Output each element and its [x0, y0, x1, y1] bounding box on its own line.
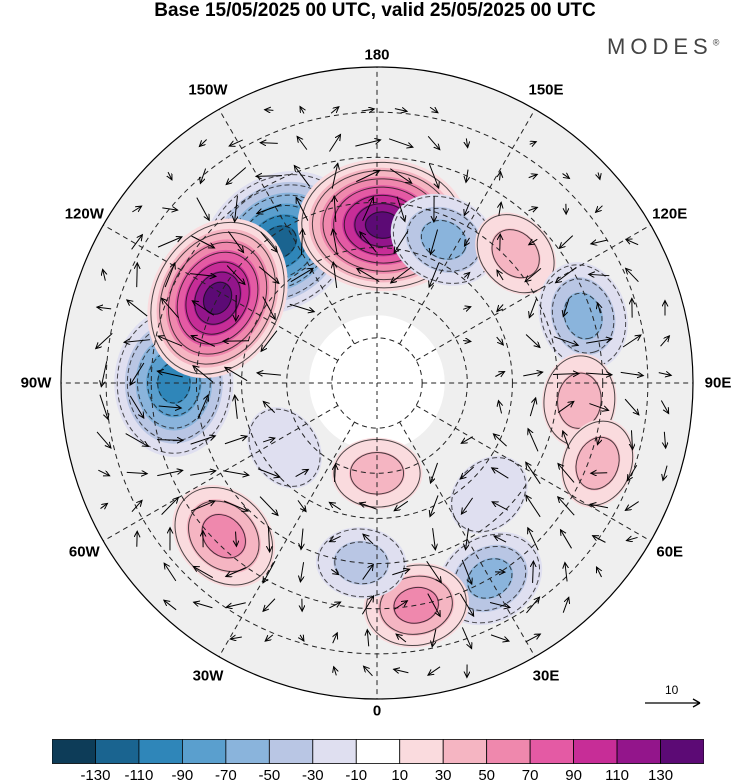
colorbar-tick-label: -90 [172, 767, 194, 784]
brand-mark: ® [713, 38, 720, 48]
colorbar-bin [52, 740, 95, 764]
colorbar-bin [617, 740, 660, 764]
colorbar-bin [313, 740, 356, 764]
colorbar-bin [182, 740, 225, 764]
longitude-label: 60W [69, 544, 100, 561]
longitude-label: 90W [21, 375, 52, 392]
colorbar-bin [95, 740, 138, 764]
colorbar-tick-label: -50 [258, 767, 280, 784]
colorbar [52, 739, 704, 764]
brand-text: MODES [607, 34, 713, 59]
colorbar-bin [487, 740, 530, 764]
colorbar-tick-label: -30 [302, 767, 324, 784]
polar-map [0, 0, 750, 735]
colorbar-tick-label: 90 [565, 767, 582, 784]
colorbar-bin [356, 740, 399, 764]
colorbar-bin [443, 740, 486, 764]
longitude-label: 180 [364, 47, 389, 64]
colorbar-tick-label: 50 [478, 767, 495, 784]
longitude-label: 120W [65, 206, 104, 223]
colorbar-tick-label: 110 [605, 767, 629, 784]
colorbar-tick-label: 30 [435, 767, 452, 784]
longitude-label: 30E [533, 667, 560, 684]
colorbar-bin [269, 740, 312, 764]
colorbar-bin [400, 740, 443, 764]
colorbar-tick-label: -10 [345, 767, 367, 784]
colorbar-tick-label: 10 [391, 767, 408, 784]
colorbar-tick-label: -130 [80, 767, 110, 784]
map-title: Base 15/05/2025 00 UTC, valid 25/05/2025… [0, 0, 750, 22]
colorbar-bin [574, 740, 617, 764]
colorbar-tick-label: 130 [648, 767, 673, 784]
longitude-label: 90E [705, 375, 732, 392]
longitude-label: 120E [652, 206, 687, 223]
colorbar-tick-label: 70 [522, 767, 539, 784]
colorbar-tick-label: -70 [215, 767, 237, 784]
colorbar-bin [530, 740, 573, 764]
reference-vector-label: 10 [665, 683, 678, 697]
longitude-label: 60E [656, 544, 683, 561]
colorbar-bin [226, 740, 269, 764]
colorbar-bin [139, 740, 182, 764]
colorbar-bin [661, 740, 704, 764]
longitude-label: 0 [373, 703, 381, 720]
colorbar-tick-label: -110 [124, 767, 153, 784]
longitude-label: 30W [193, 667, 224, 684]
longitude-label: 150W [188, 82, 227, 99]
modes-logo: MODES® [607, 34, 719, 60]
longitude-label: 150E [528, 82, 563, 99]
